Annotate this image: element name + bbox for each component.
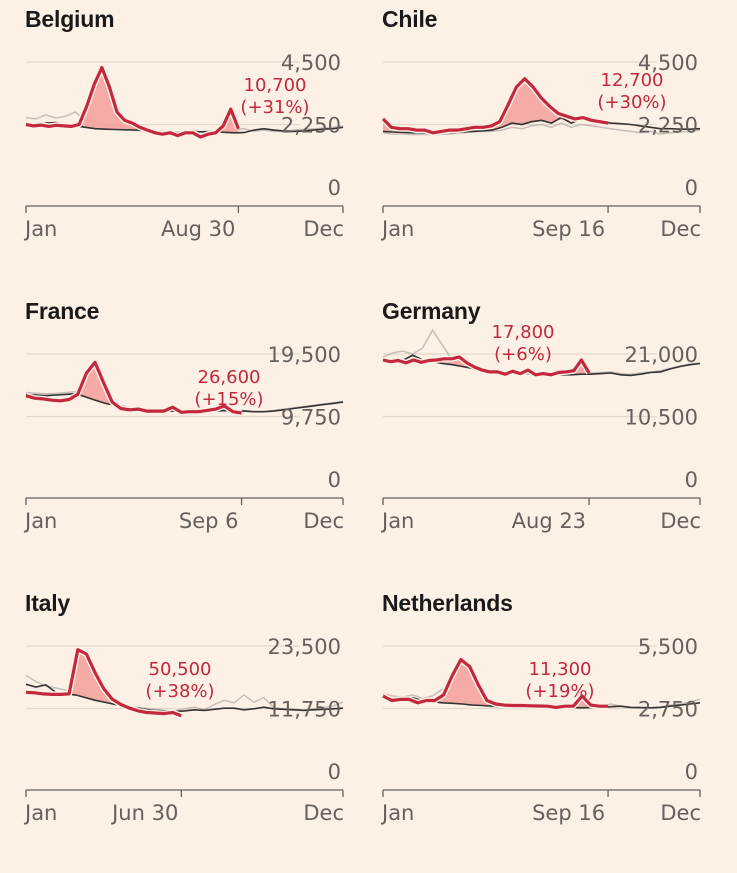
chart-title: Chile <box>382 6 438 32</box>
chart-plot: 4,500 2,250 0 12,700(+30%) Jan Sep 16 Dec <box>380 51 701 241</box>
y-tick-label: 0 <box>328 176 341 200</box>
y-tick-label: 2,250 <box>638 114 698 138</box>
annotation-value: 17,800 <box>492 322 555 343</box>
y-tick-label: 5,500 <box>638 635 698 659</box>
x-tick-label: Aug 23 <box>512 509 586 533</box>
chart-plot: 19,500 9,750 0 26,600(+15%) Jan Sep 6 Dec <box>23 343 344 533</box>
x-tick-label: Dec <box>303 801 344 825</box>
x-tick-label: Jun 30 <box>110 801 178 825</box>
x-tick-label: Jan <box>380 509 414 533</box>
annotation-value: 12,700 <box>601 70 664 91</box>
y-tick-label: 9,750 <box>281 406 341 430</box>
chart-title: Germany <box>382 298 481 324</box>
annotation-change: (+38%) <box>145 681 214 702</box>
y-tick-label: 10,500 <box>625 406 698 430</box>
x-tick-label: Jan <box>380 801 414 825</box>
annotation-change: (+30%) <box>597 92 666 113</box>
chart-title: Italy <box>25 590 71 616</box>
series-2020-line <box>381 77 609 135</box>
chart-panel-chile: Chile 4,500 2,250 0 12,700 (+30%) Jan Sep 16 Dec <box>357 0 702 260</box>
series-average-line <box>25 683 344 713</box>
x-tick-label: Dec <box>303 217 344 241</box>
x-tick-label: Sep 6 <box>179 509 239 533</box>
x-tick-label: Dec <box>303 509 344 533</box>
y-tick-label: 2,250 <box>281 114 341 138</box>
chart-title: Belgium <box>25 6 115 32</box>
x-tick-label: Jan <box>23 509 57 533</box>
y-tick-label: 23,500 <box>268 635 341 659</box>
chart-plot: 23,500 11,750 0 50,500(+38%) Jan Jun 30 Dec <box>23 635 344 825</box>
excess-deaths-area <box>26 649 182 712</box>
annotation-value: 50,500 <box>149 659 212 680</box>
y-tick-label: 0 <box>685 468 698 492</box>
annotation-change: (+19%) <box>525 681 594 702</box>
x-tick-label: Dec <box>660 509 701 533</box>
series-2020-line <box>382 355 591 377</box>
x-tick-label: Dec <box>660 217 701 241</box>
series-2020-line <box>25 360 242 415</box>
chart-plot: 21,000 10,500 0 17,800(+6%) Jan Aug 23 Dec <box>380 322 701 533</box>
annotation-change: (+31%) <box>240 97 309 118</box>
x-tick-label: Sep 16 <box>532 801 605 825</box>
chart-plot: 4,500 2,250 0 10,700(+31%) Jan Aug 30 Dec <box>23 51 344 241</box>
x-tick-label: Jan <box>23 801 57 825</box>
y-tick-label: 11,750 <box>268 698 341 722</box>
chart-panel-belgium: Belgium 4,500 2,250 0 10,700 (+31%) Jan Aug 30 D… <box>0 0 345 260</box>
y-tick-label: 4,500 <box>281 51 341 75</box>
y-tick-label: 0 <box>328 468 341 492</box>
chart-panel-france: France 19,500 9,750 0 26,600 (+15%) Jan Sep 6 De… <box>0 292 345 552</box>
excess-deaths-area <box>383 78 609 133</box>
chart-panel-germany: Germany 21,000 10,500 0 17,800 (+6%) Jan Aug 23… <box>357 292 702 552</box>
chart-title: France <box>25 298 100 324</box>
chart-plot: 5,500 2,750 0 11,300(+19%) Jan Sep 16 Dec <box>380 635 701 825</box>
annotation-value: 26,600 <box>198 367 261 388</box>
annotation-change: (+6%) <box>494 344 552 365</box>
y-tick-label: 21,000 <box>625 343 698 367</box>
chart-panel-italy: Italy 23,500 11,750 0 50,500 (+38%) Jan Jun 30 D… <box>0 584 345 844</box>
y-tick-label: 0 <box>685 760 698 784</box>
y-tick-label: 2,750 <box>638 698 698 722</box>
y-tick-label: 0 <box>685 176 698 200</box>
x-tick-label: Sep 16 <box>532 217 605 241</box>
x-tick-label: Jan <box>380 217 414 241</box>
annotation-change: (+15%) <box>194 389 263 410</box>
annotation-value: 10,700 <box>244 75 307 96</box>
x-tick-label: Dec <box>660 801 701 825</box>
y-tick-label: 0 <box>328 760 341 784</box>
x-tick-label: Aug 30 <box>161 217 235 241</box>
y-tick-label: 4,500 <box>638 51 698 75</box>
series-2020-line <box>382 657 609 710</box>
chart-panel-netherlands: Netherlands 5,500 2,750 0 11,300 (+19%) Jan Sep… <box>357 584 702 844</box>
y-tick-label: 19,500 <box>268 343 341 367</box>
x-tick-label: Jan <box>23 217 57 241</box>
annotation-value: 11,300 <box>529 659 592 680</box>
series-2020-line <box>25 648 182 718</box>
chart-title: Netherlands <box>382 590 513 616</box>
series-2020-line <box>25 65 240 139</box>
